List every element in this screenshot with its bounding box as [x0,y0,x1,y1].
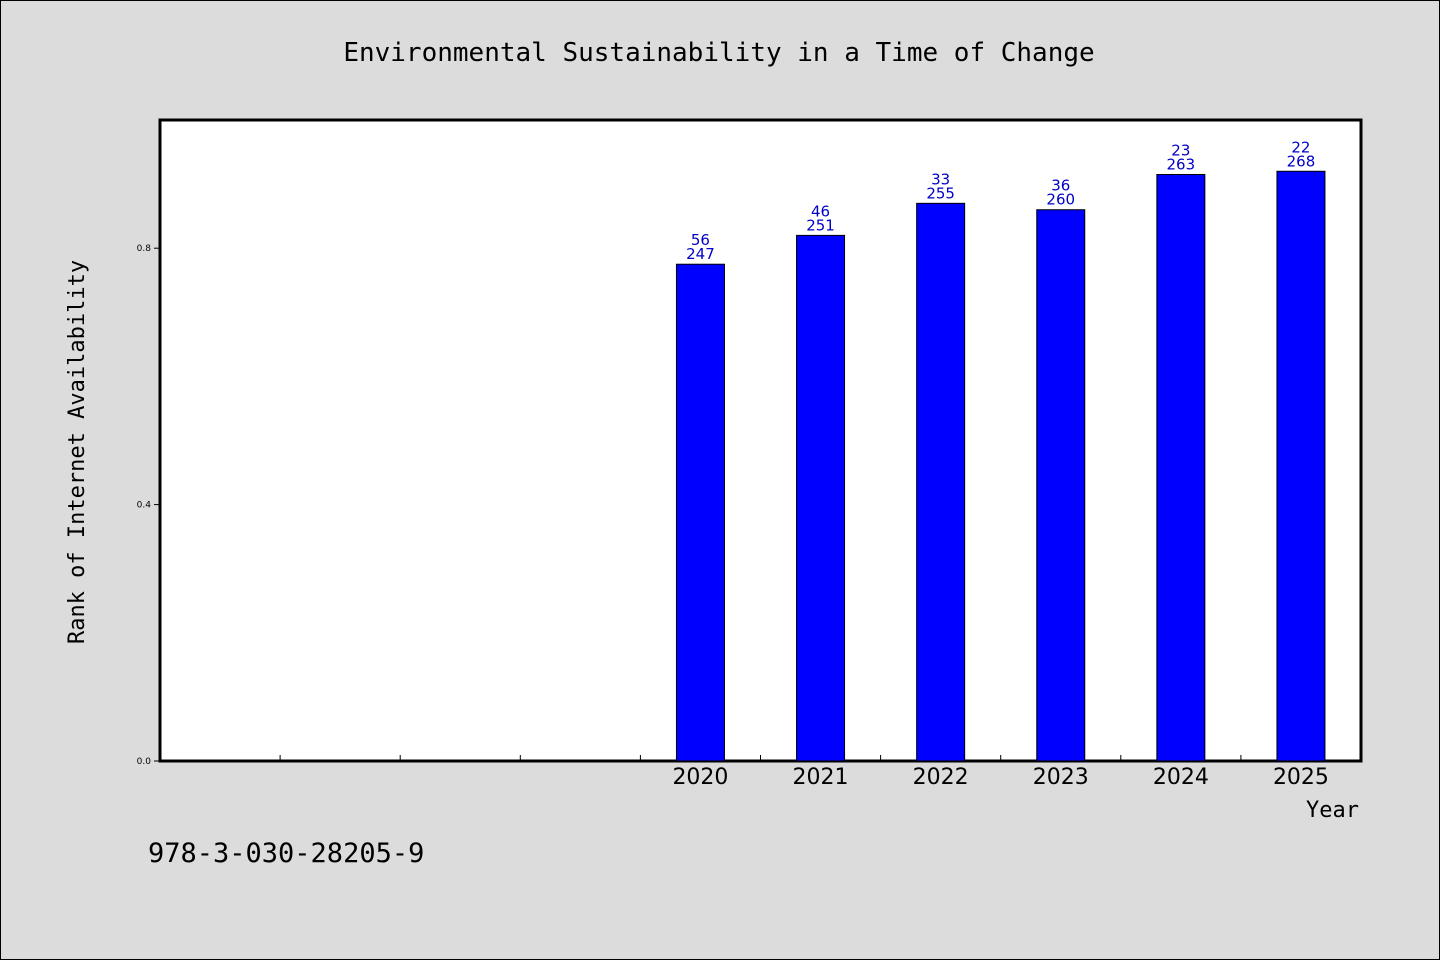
x-tick-label: 2023 [1033,765,1089,790]
y-axis-title: Rank of Internet Availability [65,260,90,644]
data-label-top: 33 [931,170,950,188]
x-axis-title: Year [1306,798,1359,823]
data-label-bottom: 268 [1287,152,1316,170]
data-label-bottom: 247 [686,245,715,263]
bar [675,263,725,762]
x-tick-label: 2021 [793,765,849,790]
data-label-bottom: 263 [1167,155,1196,173]
data-label-top: 46 [811,202,830,220]
data-label-top: 56 [691,231,710,249]
data-label-bottom: 260 [1046,191,1075,209]
y-tick-label: 0.4 [137,501,152,511]
x-tick-label: 2024 [1153,765,1209,790]
data-label-bottom: 255 [926,184,955,202]
y-tick-label: 0.0 [137,757,152,767]
bar [1276,170,1326,762]
isbn-label: 978-3-030-28205-9 [148,838,424,869]
bar-series [675,170,1326,762]
x-tick-label: 2025 [1273,765,1329,790]
bar [796,234,846,762]
y-tick-label: 0.8 [137,244,152,254]
x-tick-label: 2022 [913,765,969,790]
bar [1036,209,1086,762]
x-tick-label: 2020 [672,765,728,790]
bar [1156,173,1206,762]
data-label-bottom: 251 [806,216,835,234]
bar [916,202,966,762]
x-axis: 2020 2021 2022 2023 2024 2025 [279,755,1329,790]
data-label-top: 22 [1291,138,1310,156]
data-label-top: 23 [1171,141,1190,159]
data-label-top: 36 [1051,177,1070,195]
chart-title: Environmental Sustainability in a Time o… [343,38,1094,68]
y-axis: 0.0 0.4 0.8 [137,244,160,767]
